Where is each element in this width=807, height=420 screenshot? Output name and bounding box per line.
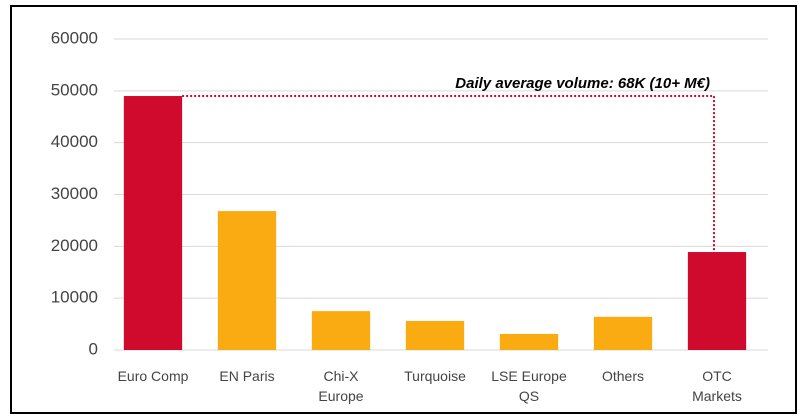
x-tick-label: EN Paris [219,368,274,384]
x-tick-label: Chi-X Europe [318,368,363,404]
x-tick-label: OTC Markets [692,368,742,404]
y-tick-label: 40000 [51,132,98,151]
bar [217,211,277,350]
bar [593,316,653,350]
y-tick-label: 10000 [51,288,98,307]
bar [499,333,559,350]
bar [123,96,183,351]
y-tick-label: 20000 [51,236,98,255]
x-tick-label: LSE Europe QS [491,368,567,404]
annotation: Daily average volume: 68K (10+ M€) [455,75,710,92]
bar [311,311,371,350]
x-tick-label: Others [602,368,644,384]
y-tick-label: 50000 [51,80,98,99]
bar [405,320,465,350]
bar [687,252,747,350]
x-tick-label: Euro Comp [118,368,189,384]
annotation-connector [182,95,715,271]
x-tick-label: Turquoise [404,368,466,384]
y-tick-label: 0 [89,339,98,358]
y-tick-label: 30000 [51,184,98,203]
y-tick-label: 60000 [51,28,98,47]
